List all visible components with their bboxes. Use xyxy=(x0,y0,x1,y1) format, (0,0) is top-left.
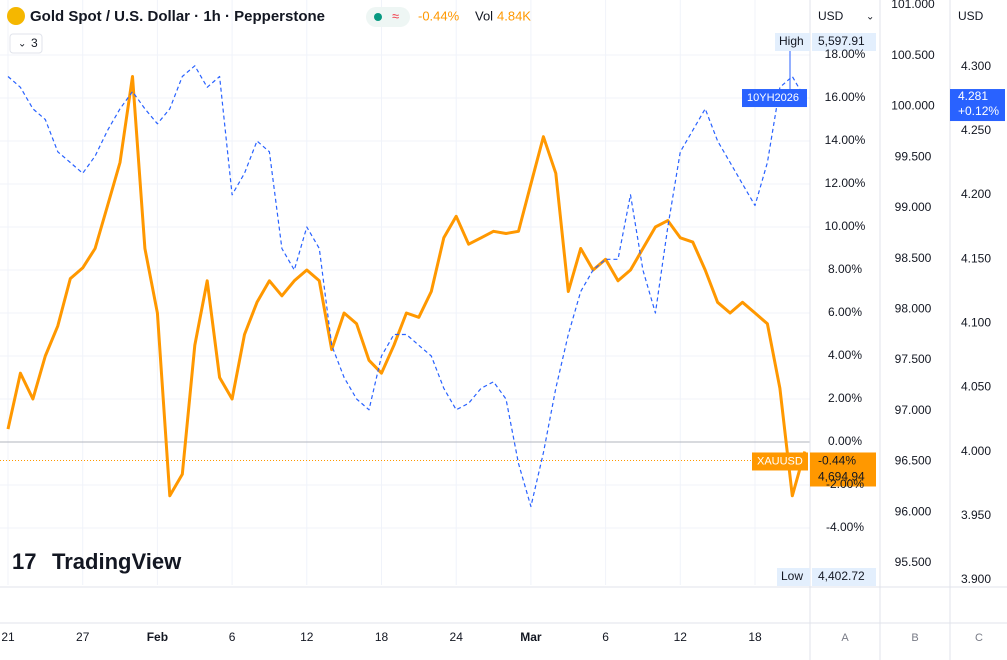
axis-unit[interactable]: USD xyxy=(818,9,844,23)
high-price: 5,597.91 xyxy=(818,34,865,48)
y-tick-label: 6.00% xyxy=(828,305,862,319)
y2-tick-label: 98.000 xyxy=(895,302,932,316)
plot xyxy=(6,65,807,508)
y3-tick-label: 4.200 xyxy=(961,187,991,201)
y-tick-label: 14.00% xyxy=(825,133,866,147)
x-tick-label: 12 xyxy=(300,630,314,644)
high-label: High xyxy=(779,34,804,48)
y3-tick-label: 4.050 xyxy=(961,380,991,394)
x-tick-label: 18 xyxy=(375,630,389,644)
scale-button: B xyxy=(911,632,918,644)
status-pill xyxy=(366,7,410,27)
x-tick-label: 21 xyxy=(1,630,15,644)
y2-tick-label: 99.000 xyxy=(895,200,932,214)
y-tick-label: 4.00% xyxy=(828,348,862,362)
y-tick-label: 2.00% xyxy=(828,391,862,405)
y2-tick-label: 100.000 xyxy=(891,99,935,113)
logo: TradingView xyxy=(52,549,182,574)
y-tick-label: 10.00% xyxy=(825,219,866,233)
y3-tick-label: 4.000 xyxy=(961,444,991,458)
symbol-name: XAUUSD xyxy=(757,455,803,467)
indicator-toggle[interactable] xyxy=(9,33,43,54)
y2-tick-label: 99.500 xyxy=(895,149,932,163)
y2-tick-label: 98.500 xyxy=(895,251,932,265)
y2-tick-label: 96.000 xyxy=(895,504,932,518)
y-tick-label: 16.00% xyxy=(825,90,866,104)
vol-value: 4.84K xyxy=(497,8,531,23)
yield-price-tag xyxy=(950,89,1005,122)
header-change: -0.44% xyxy=(418,8,460,23)
y-tick-label: 0.00% xyxy=(828,434,862,448)
x-tick-label: 18 xyxy=(748,630,762,644)
indicator-count: 3 xyxy=(31,36,38,50)
symbol-tag xyxy=(752,452,808,471)
x-tick-label: 27 xyxy=(76,630,90,644)
y2-tick-label: 101.000 xyxy=(891,0,935,11)
scale-button: C xyxy=(975,632,983,644)
low-tag xyxy=(777,568,810,586)
x-tick-label: 6 xyxy=(602,630,609,644)
tags: XAUUSD -0.44% 4,694.94 10YH2026 4.281+0.12% xyxy=(0,51,1005,487)
y3-tick-label: 4.100 xyxy=(961,315,991,329)
y3-tick-label: 4.300 xyxy=(961,59,991,73)
y3-tick-label: 4.250 xyxy=(961,123,991,137)
y3-tick-label: 3.900 xyxy=(961,572,991,586)
indicator-arrow: ⌄ xyxy=(18,39,26,50)
y2-tick-label: 97.500 xyxy=(895,352,932,366)
y-tick-label: -2.00% xyxy=(826,477,864,491)
y3-tick-label: 4.150 xyxy=(961,251,991,265)
x-tick-label: 24 xyxy=(450,630,464,644)
x-tick-label: 12 xyxy=(674,630,688,644)
x-tick-label: Mar xyxy=(520,630,542,644)
high-tag xyxy=(775,33,810,51)
y-tick-label: 8.00% xyxy=(828,262,862,276)
low-price: 4,402.72 xyxy=(818,569,865,583)
symbol-icon xyxy=(7,7,25,25)
y-tick-label: -4.00% xyxy=(826,520,864,534)
y2-tick-label: 97.000 xyxy=(895,403,932,417)
y3-tick-label: 3.950 xyxy=(961,508,991,522)
x-tick-label: 6 xyxy=(229,630,236,644)
high-price-tag xyxy=(812,33,876,51)
yield-price: 4.281 xyxy=(958,89,988,103)
grid xyxy=(0,0,810,585)
symbol-title[interactable]: Gold Spot / U.S. Dollar · 1h · Peppersto… xyxy=(30,8,325,25)
y2-tick-label: 95.500 xyxy=(895,555,932,569)
y2-tick-label: 100.500 xyxy=(891,48,935,62)
axis-unit[interactable]: USD xyxy=(958,9,984,23)
y2-tick-label: 96.500 xyxy=(895,454,932,468)
unit-arrow: ⌄ xyxy=(866,12,874,23)
low-label: Low xyxy=(781,569,803,583)
symbol-price: 4,694.94 xyxy=(818,470,865,484)
y-tick-label: 12.00% xyxy=(825,176,866,190)
yield-name: 10YH2026 xyxy=(747,92,799,104)
x-tick-label: Feb xyxy=(147,630,168,644)
price-tag xyxy=(810,452,876,487)
scale-button: A xyxy=(841,632,849,644)
status-icon: ≈ xyxy=(392,8,399,23)
y-tick-label: 18.00% xyxy=(825,47,866,61)
yield-tag xyxy=(742,89,807,108)
series-line xyxy=(6,75,807,498)
symbol-change: -0.44% xyxy=(818,454,856,468)
low-price-tag xyxy=(812,568,876,586)
series-line xyxy=(7,65,806,508)
status-dot xyxy=(374,13,382,21)
vol-label: Vol xyxy=(475,8,493,23)
yield-change: +0.12% xyxy=(958,104,999,118)
logo-mark: 17 xyxy=(12,549,36,574)
